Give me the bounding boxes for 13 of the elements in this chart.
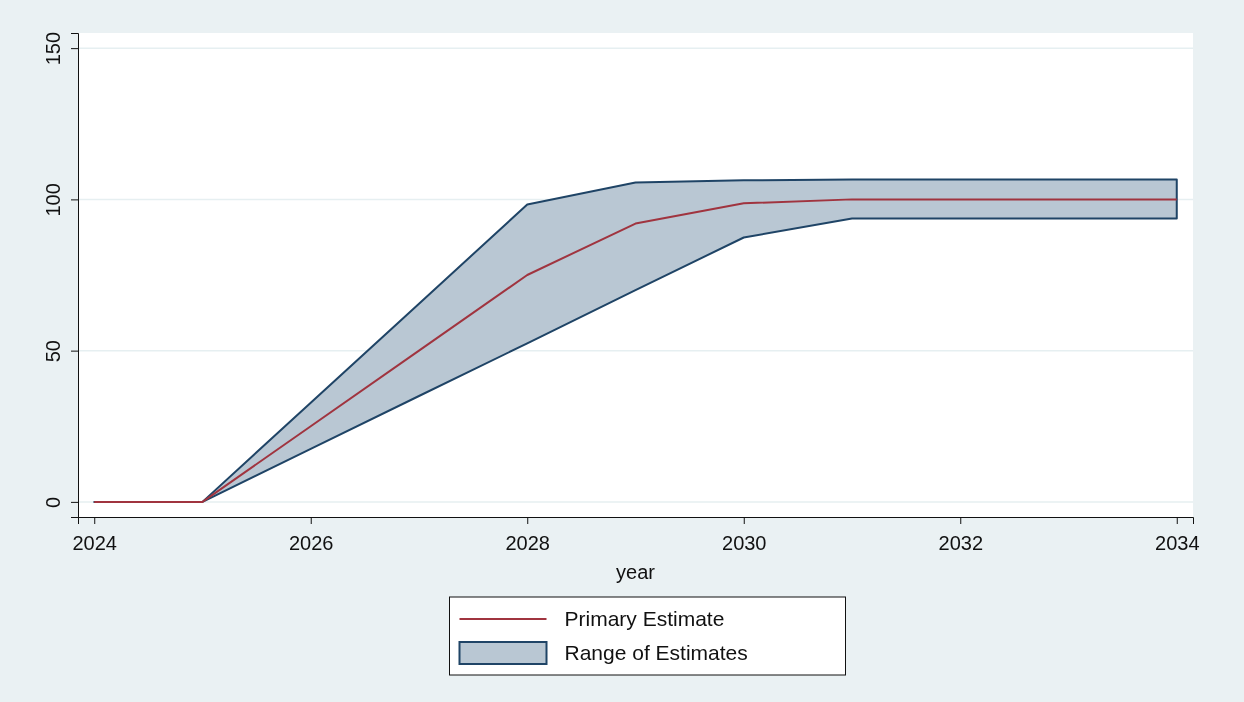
x-tick-label: 2032 — [938, 532, 984, 554]
y-tick-label: 0 — [42, 496, 64, 508]
y-tick-label: 100 — [42, 183, 64, 217]
legend-label: Range of Estimates — [564, 641, 748, 664]
x-tick-label: 2024 — [72, 532, 117, 554]
x-tick-label: 2030 — [722, 532, 767, 554]
x-tick-label: 2034 — [1155, 532, 1200, 554]
y-tick-label: 50 — [42, 340, 64, 363]
x-axis-title: year — [616, 561, 656, 583]
legend-label: Primary Estimate — [564, 607, 725, 630]
x-tick-label: 2028 — [505, 532, 550, 554]
x-tick-label: 2026 — [288, 532, 334, 554]
y-tick-label: 150 — [42, 31, 64, 66]
